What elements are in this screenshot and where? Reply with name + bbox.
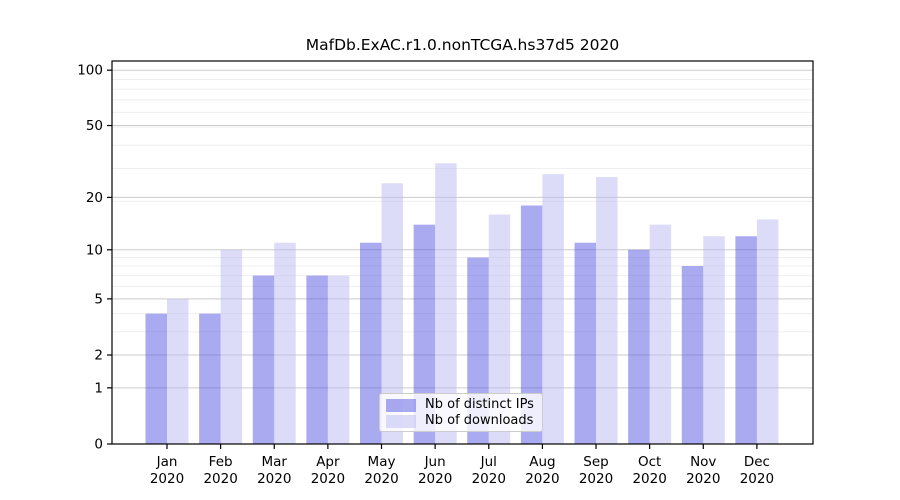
bar-downloads-mar: [274, 242, 296, 444]
bar-distinct-ips-mar: [252, 275, 275, 444]
bar-distinct-ips-oct: [628, 249, 650, 444]
bar-downloads-jul: [488, 214, 511, 444]
legend: Nb of distinct IPs Nb of downloads: [379, 393, 543, 432]
x-tick-label-month: Oct: [638, 454, 661, 470]
legend-swatch-downloads: [386, 414, 416, 428]
x-tick-label-year: 2020: [418, 471, 452, 487]
bar-distinct-ips-aug: [520, 205, 543, 444]
x-tick-label-month: Apr: [316, 454, 340, 470]
x-tick-label-year: 2020: [150, 471, 184, 487]
legend-swatch-distinct-ips: [386, 398, 416, 412]
bar-distinct-ips-may: [360, 242, 382, 444]
x-tick-label-month: Feb: [209, 454, 233, 470]
bar-downloads-oct: [649, 224, 672, 444]
bar-distinct-ips-sep: [574, 242, 597, 444]
x-tick-label-year: 2020: [257, 471, 291, 487]
x-tick-label-year: 2020: [472, 471, 506, 487]
bar-downloads-aug: [542, 174, 564, 444]
bar-distinct-ips-dec: [735, 236, 757, 444]
x-tick-label-month: Mar: [262, 454, 288, 470]
y-tick-label: 20: [86, 190, 103, 206]
y-tick-label: 100: [77, 63, 103, 79]
x-tick-label-month: Jun: [424, 454, 446, 470]
bar-distinct-ips-jun: [413, 224, 436, 444]
y-tick-label: 2: [94, 348, 103, 364]
bar-downloads-may: [381, 183, 404, 445]
x-tick-label-month: Nov: [690, 454, 716, 470]
bar-distinct-ips-apr: [306, 275, 328, 444]
x-tick-label-month: May: [368, 454, 396, 470]
legend-label-distinct-ips: Nb of distinct IPs: [425, 397, 534, 412]
bar-downloads-jun: [435, 163, 457, 444]
y-tick-label: 10: [86, 242, 103, 258]
x-tick-label-year: 2020: [525, 471, 559, 487]
chart-title: MafDb.ExAC.r1.0.nonTCGA.hs37d5 2020: [305, 36, 620, 54]
bar-downloads-jan: [167, 298, 189, 444]
x-tick-label-year: 2020: [364, 471, 398, 487]
x-tick-label-year: 2020: [632, 471, 666, 487]
bar-downloads-sep: [596, 177, 618, 444]
x-tick-label-year: 2020: [740, 471, 774, 487]
bar-distinct-ips-feb: [199, 313, 221, 444]
bar-downloads-nov: [703, 236, 725, 444]
x-tick-label-month: Jul: [480, 454, 497, 470]
x-tick-label-month: Aug: [529, 454, 555, 470]
y-tick-label: 1: [94, 380, 103, 396]
x-tick-label-year: 2020: [579, 471, 613, 487]
y-tick-label: 5: [94, 291, 103, 307]
bar-distinct-ips-jan: [145, 313, 167, 444]
x-tick-label-month: Sep: [583, 454, 608, 470]
legend-label-downloads: Nb of downloads: [425, 413, 534, 428]
x-tick-label-month: Jan: [156, 454, 178, 470]
x-tick-label-month: Dec: [744, 454, 770, 470]
y-tick-label: 50: [86, 118, 103, 134]
legend-row-downloads: Nb of downloads: [386, 413, 536, 429]
x-tick-label-year: 2020: [311, 471, 345, 487]
bar-downloads-feb: [220, 249, 243, 444]
x-tick-label-year: 2020: [203, 471, 237, 487]
x-tick-label-year: 2020: [686, 471, 720, 487]
bar-distinct-ips-nov: [681, 266, 704, 444]
y-tick-label: 0: [94, 437, 103, 453]
legend-row-distinct-ips: Nb of distinct IPs: [386, 397, 536, 413]
bar-downloads-apr: [327, 275, 350, 444]
bar-downloads-dec: [756, 219, 779, 444]
plot-frame: [111, 60, 814, 445]
